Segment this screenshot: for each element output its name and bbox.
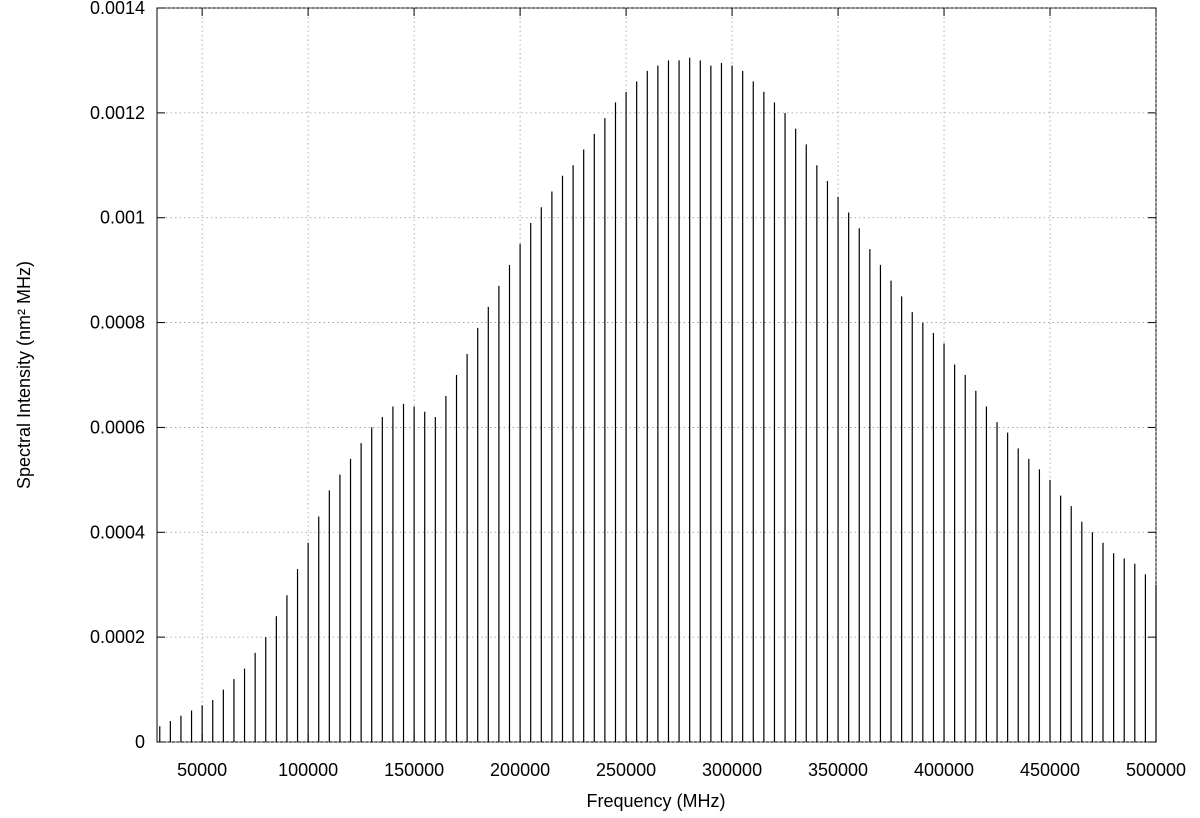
y-tick-label: 0.0006 [90, 417, 145, 437]
x-tick-label: 250000 [596, 760, 656, 780]
x-tick-label: 450000 [1020, 760, 1080, 780]
x-tick-label: 300000 [702, 760, 762, 780]
y-tick-label: 0.0008 [90, 313, 145, 333]
y-tick-label: 0.0004 [90, 522, 145, 542]
y-tick-label: 0 [135, 732, 145, 752]
y-tick-label: 0.001 [100, 208, 145, 228]
y-tick-label: 0.0002 [90, 627, 145, 647]
x-tick-label: 100000 [278, 760, 338, 780]
x-tick-label: 200000 [490, 760, 550, 780]
y-tick-label: 0.0014 [90, 0, 145, 18]
x-tick-label: 350000 [808, 760, 868, 780]
x-tick-label: 400000 [914, 760, 974, 780]
x-tick-label: 50000 [177, 760, 227, 780]
plot-frame [156, 7, 1157, 743]
y-axis-label: Spectral Intensity (nm² MHz) [14, 261, 34, 489]
x-axis-label: Frequency (MHz) [586, 791, 725, 811]
y-tick-label: 0.0012 [90, 103, 145, 123]
x-tick-label: 150000 [384, 760, 444, 780]
x-tick-label: 500000 [1126, 760, 1186, 780]
